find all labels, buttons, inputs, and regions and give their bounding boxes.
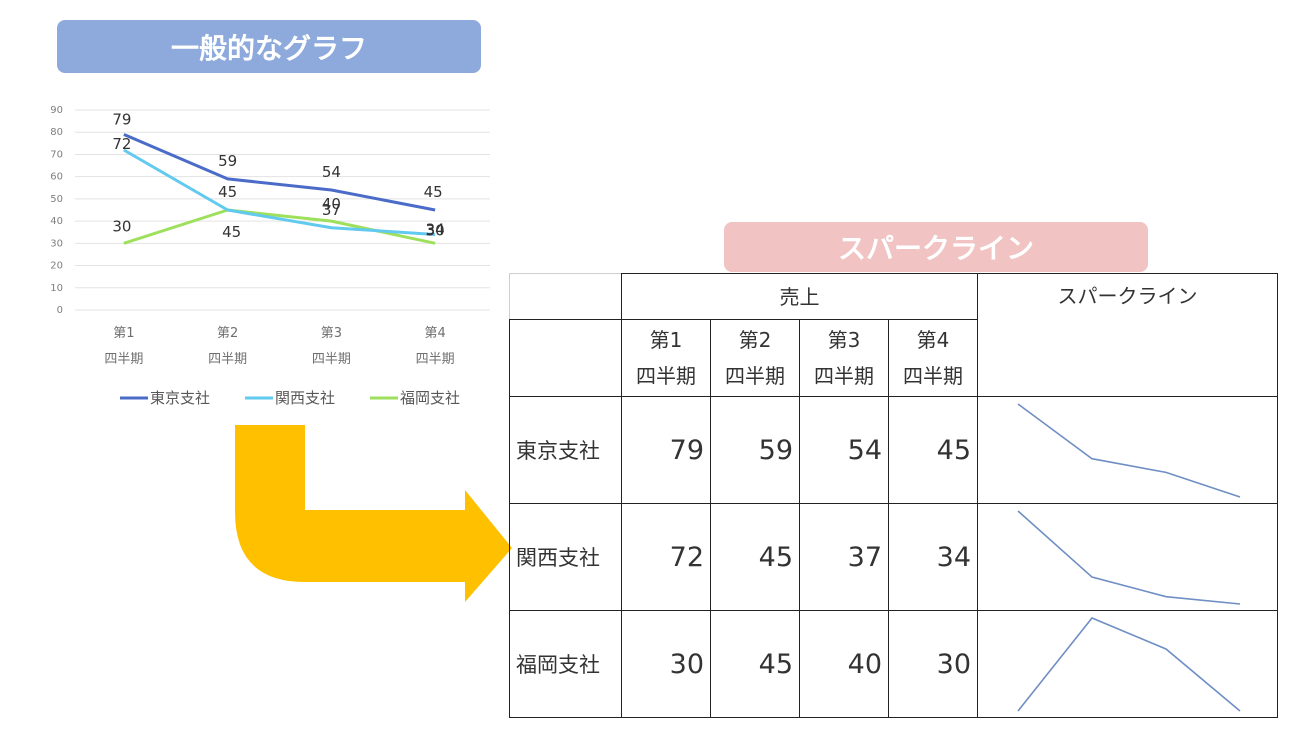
y-tick-label: 50 [50,194,63,205]
line-chart: 0 10 20 30 40 50 60 70 80 90 第1 四半期 第2 四半期 第3 四半期 第4 四半期 7… [50,105,490,407]
x-tick-label: 四半期 [416,352,455,367]
sparkline-cell [977,503,1278,611]
data-label: 72 [112,135,131,153]
legend-label: 東京支社 [150,389,210,407]
series-line [123,148,436,236]
branch-name: 福岡支社 [509,610,622,718]
general-chart-banner: 一般的なグラフ [57,20,481,73]
y-tick-label: 60 [50,172,63,183]
data-label: 45 [424,183,443,201]
sparkline [1017,616,1241,712]
sparkline [1017,402,1241,498]
x-tick-label: 第4 [424,326,445,341]
y-tick-label: 0 [57,305,63,316]
y-tick-label: 10 [50,283,63,294]
data-label: 54 [322,163,341,181]
sparkline-path [1017,616,1241,712]
series-line [123,133,436,212]
sparkline-banner: スパークライン [724,222,1148,272]
series-line [123,208,436,245]
sparkline [1017,509,1241,605]
sparkline-path [1017,509,1241,605]
arrow-right-icon [235,425,512,602]
x-tick-label: 第3 [321,326,342,341]
sparkline-table: 売上 スパークライン 第1 四半期 第2 四半期 第3 四半期 第4 四半期 東京支社 … [509,273,1278,718]
quarter-header: 第2 四半期 [710,319,800,397]
table-row: 東京支社 79 59 54 45 [509,396,1278,504]
data-label: 79 [112,110,131,128]
quarter-header: 第1 四半期 [621,319,711,397]
x-tick-label: 第2 [217,326,238,341]
sales-value: 37 [799,503,889,611]
data-label: 37 [322,201,341,219]
legend-label: 福岡支社 [400,389,460,407]
sales-value: 54 [799,396,889,504]
legend-label: 関西支社 [275,389,335,407]
data-label: 30 [426,221,445,239]
sales-value: 72 [621,503,711,611]
data-label: 45 [218,183,237,201]
sparkline-cell [977,396,1278,504]
sparkline-cell [977,610,1278,718]
x-tick-label: 四半期 [104,352,143,367]
branch-name: 東京支社 [509,396,622,504]
sales-group-header: 売上 [621,273,978,320]
table-corner-cell [509,273,622,320]
x-tick-label: 四半期 [312,352,351,367]
quarter-header: 第3 四半期 [799,319,889,397]
quarter-header: 第4 四半期 [888,319,978,397]
sales-value: 45 [710,503,800,611]
table-row: 関西支社 72 45 37 34 [509,503,1278,611]
x-tick-label: 第1 [113,326,134,341]
sales-value: 45 [888,396,978,504]
data-label: 34 [426,220,445,238]
table-row: 福岡支社 30 45 40 30 [509,610,1278,718]
sales-value: 30 [621,610,711,718]
sparkline-path [1017,402,1241,498]
y-tick-label: 20 [50,261,63,272]
sales-value: 79 [621,396,711,504]
y-tick-label: 40 [50,216,63,227]
data-label: 30 [112,217,131,235]
y-tick-label: 30 [50,238,63,249]
branch-name: 関西支社 [509,503,622,611]
sales-value: 34 [888,503,978,611]
y-tick-label: 90 [50,105,63,116]
data-label: 59 [218,152,237,170]
table-blank-header-cell [509,319,622,397]
x-tick-label: 四半期 [208,352,247,367]
data-label: 45 [222,223,241,241]
sales-value: 45 [710,610,800,718]
sales-value: 40 [799,610,889,718]
sales-value: 59 [710,396,800,504]
y-tick-label: 80 [50,127,63,138]
sales-value: 30 [888,610,978,718]
sparkline-column-header: スパークライン [977,273,1278,397]
data-label: 40 [322,195,341,213]
y-tick-label: 70 [50,149,63,160]
